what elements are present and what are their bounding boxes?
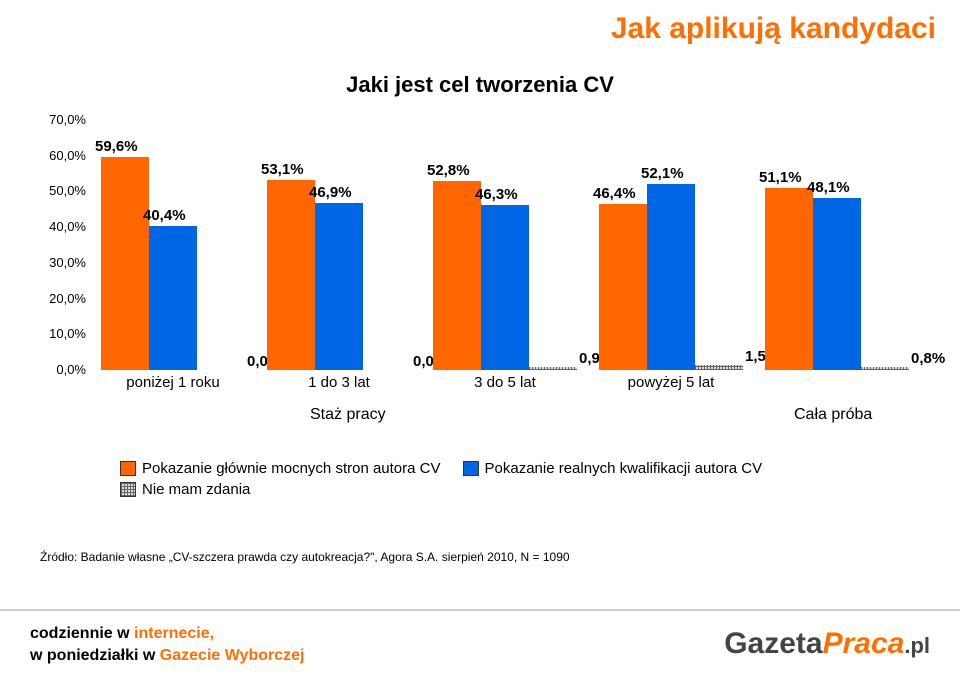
footer-logo: GazetaPraca.pl xyxy=(724,627,930,661)
footer: codziennie w internecie, w poniedziałki … xyxy=(0,609,960,681)
group-label: poniżej 1 roku xyxy=(90,374,256,391)
bar-value-label: 52,8% xyxy=(427,162,470,179)
legend: Pokazanie głównie mocnych stron autora C… xyxy=(120,460,840,502)
legend-label: Nie mam zdania xyxy=(142,481,250,498)
bar xyxy=(765,188,813,371)
y-tick: 0,0% xyxy=(40,362,86,377)
bar xyxy=(101,157,149,370)
bar xyxy=(599,204,647,370)
y-tick: 70,0% xyxy=(40,112,86,127)
legend-swatch xyxy=(463,461,479,476)
legend-item: Nie mam zdania xyxy=(120,481,250,498)
group-label: powyżej 5 lat xyxy=(588,374,754,391)
group-label-total: Cała próba xyxy=(794,406,872,424)
legend-item: Pokazanie realnych kwalifikacji autora C… xyxy=(463,460,763,477)
bar-value-label: 48,1% xyxy=(807,179,850,196)
bar xyxy=(481,205,529,370)
x-axis-label: Staż pracy xyxy=(310,406,386,424)
y-tick: 60,0% xyxy=(40,148,86,163)
y-tick: 40,0% xyxy=(40,219,86,234)
bar-value-label: 46,3% xyxy=(475,186,518,203)
source-text: Źródło: Badanie własne „CV-szczera prawd… xyxy=(40,550,570,564)
bar-value-label: 0,8% xyxy=(911,350,945,367)
bar-value-label: 46,4% xyxy=(593,185,636,202)
bar xyxy=(267,180,315,370)
page-title: Jak aplikują kandydaci xyxy=(611,12,936,46)
bar xyxy=(813,198,861,370)
bar-value-label: 51,1% xyxy=(759,169,802,186)
bar-chart: 0,0%10,0%20,0%30,0%40,0%50,0%60,0%70,0% … xyxy=(40,120,920,440)
bar xyxy=(149,226,197,370)
bar xyxy=(315,203,363,371)
bar-value-label: 53,1% xyxy=(261,161,304,178)
bar xyxy=(695,365,743,370)
group-label: 1 do 3 lat xyxy=(256,374,422,391)
y-tick: 10,0% xyxy=(40,326,86,341)
y-tick: 50,0% xyxy=(40,183,86,198)
legend-swatch xyxy=(120,461,136,476)
bar-value-label: 52,1% xyxy=(641,165,684,182)
legend-item: Pokazanie głównie mocnych stron autora C… xyxy=(120,460,441,477)
legend-label: Pokazanie realnych kwalifikacji autora C… xyxy=(485,460,763,477)
y-tick: 30,0% xyxy=(40,255,86,270)
legend-label: Pokazanie głównie mocnych stron autora C… xyxy=(142,460,441,477)
bar xyxy=(861,367,909,370)
footer-tagline: codziennie w internecie, w poniedziałki … xyxy=(30,623,304,666)
bar xyxy=(529,367,577,370)
y-tick: 20,0% xyxy=(40,291,86,306)
bar-value-label: 59,6% xyxy=(95,138,138,155)
group-label: 3 do 5 lat xyxy=(422,374,588,391)
bar-value-label: 40,4% xyxy=(143,207,186,224)
bar-value-label: 46,9% xyxy=(309,184,352,201)
chart-title: Jaki jest cel tworzenia CV xyxy=(0,72,960,98)
legend-swatch xyxy=(120,482,136,497)
bar xyxy=(433,181,481,370)
plot-area: 59,6%40,4%0,0%53,1%46,9%0,0%52,8%46,3%0,… xyxy=(90,120,920,370)
bar xyxy=(647,184,695,370)
